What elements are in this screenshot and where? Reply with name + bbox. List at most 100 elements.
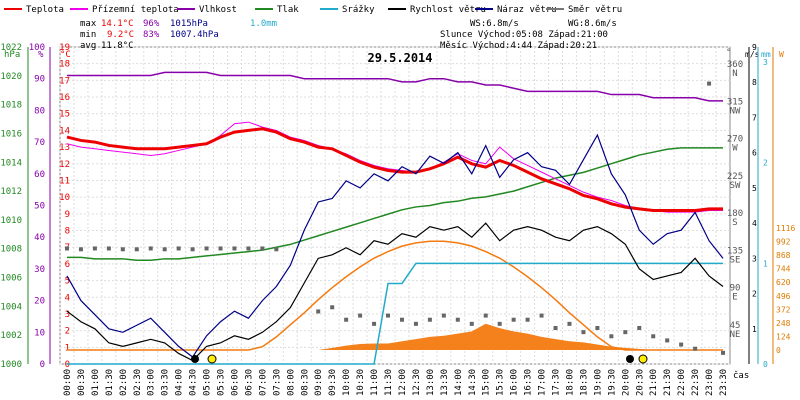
- dir-tick-name: S: [732, 218, 737, 228]
- hpa-tick-label: 1022: [0, 43, 22, 53]
- wind-dir-point: [246, 246, 251, 251]
- series-temp-line: [66, 127, 724, 213]
- legend-label: Vlhkost: [199, 5, 237, 15]
- hpa-tick-label: 1010: [0, 216, 22, 226]
- wind-dir-point: [427, 317, 432, 322]
- x-tick-label: 02:30: [133, 369, 143, 396]
- sunset-marker: [638, 354, 648, 364]
- dir-tick-label: 90: [730, 284, 741, 294]
- wind-dir-point: [441, 313, 446, 318]
- temp-tick-label: 14: [59, 126, 70, 136]
- ms-tick-label: 7: [752, 113, 757, 122]
- pct-tick-label: 50: [34, 202, 45, 212]
- temp-tick-label: 15: [59, 110, 70, 120]
- x-tick-label: 04:00: [175, 369, 185, 396]
- temp-tick-label: 11: [59, 176, 70, 186]
- legend-label: Teplota: [26, 5, 64, 15]
- series-pressure-line: [66, 147, 724, 262]
- dir-tick-name: SW: [730, 181, 741, 191]
- wind-dir-point: [595, 326, 600, 330]
- chart-title: 29.5.2014: [367, 51, 432, 65]
- info-sun: Slunce Východ:05:08 Západ:21:00: [440, 30, 608, 40]
- x-tick-label: 11:00: [370, 369, 380, 396]
- dir-tick-label: 360: [727, 60, 743, 70]
- stats-min-press: 1007.4hPa: [170, 30, 219, 40]
- pct-tick-label: 30: [34, 265, 45, 275]
- x-tick-label: 08:00: [286, 369, 296, 396]
- stats-max-press: 1015hPa: [170, 19, 208, 29]
- pct-tick-label: 100: [29, 43, 45, 53]
- temp-tick-label: 10: [59, 193, 70, 203]
- wind-dir-point: [469, 321, 474, 326]
- temp-tick-label: 9: [65, 210, 70, 220]
- wind-dir-point: [176, 246, 181, 251]
- wm2-tick-label: 124: [776, 332, 791, 341]
- wind-dir-point: [148, 246, 153, 251]
- ms-tick-label: 8: [752, 78, 757, 87]
- temp-tick-label: 3: [65, 310, 70, 320]
- wm2-tick-label: 248: [776, 319, 791, 328]
- x-tick-label: 07:30: [272, 369, 282, 396]
- wind-dir-point: [497, 321, 502, 326]
- hpa-tick-label: 1014: [0, 158, 22, 168]
- temp-tick-label: 6: [65, 260, 70, 270]
- hpa-tick-label: 1008: [0, 245, 22, 255]
- hpa-tick-label: 1006: [0, 274, 22, 284]
- wm2-tick-label: 1116: [776, 224, 795, 233]
- hpa-tick-label: 1000: [0, 360, 22, 370]
- x-tick-label: 13:30: [440, 369, 450, 396]
- info-moon: Měsíc Východ:4:44 Západ:20:21: [440, 41, 597, 51]
- stats-max-temp: 14.1°C: [101, 19, 134, 29]
- x-tick-label: 18:30: [579, 369, 589, 396]
- temp-tick-label: 18: [59, 60, 70, 70]
- ms-tick-label: 1: [752, 325, 757, 334]
- x-tick-label: 04:30: [189, 369, 199, 396]
- wind-dir-point: [134, 247, 139, 252]
- sunrise-marker: [207, 354, 217, 364]
- wind-dir-point: [260, 246, 265, 251]
- series-theory-line: [66, 240, 724, 351]
- x-tick-label: 21:00: [649, 369, 659, 396]
- temp-tick-label: 8: [65, 227, 70, 237]
- x-tick-label: 00:30: [77, 369, 87, 396]
- series-wind-line: [66, 222, 724, 362]
- temp-tick-label: 4: [65, 293, 70, 303]
- x-tick-label: 06:30: [244, 369, 254, 396]
- pct-tick-label: 80: [34, 106, 45, 116]
- x-tick-label: 05:30: [217, 369, 227, 396]
- x-tick-label: 01:30: [105, 369, 115, 396]
- x-tick-label: 22:00: [677, 369, 687, 396]
- wm2-tick-label: 992: [776, 238, 791, 247]
- x-tick-label: 10:00: [342, 369, 352, 396]
- temp-tick-label: 17: [59, 76, 70, 86]
- wind-dir-point: [78, 247, 83, 252]
- temp-tick-label: 5: [65, 277, 70, 287]
- mm-tick-label: 1: [763, 259, 768, 268]
- wind-dir-point: [372, 321, 377, 326]
- mm-tick-label: 3: [763, 58, 768, 67]
- x-tick-label: 01:00: [91, 369, 101, 396]
- wind-dir-point: [274, 247, 279, 252]
- hpa-tick-label: 1020: [0, 72, 22, 82]
- wind-dir-point: [665, 338, 670, 343]
- pct-tick-label: 90: [34, 75, 45, 85]
- temp-tick-label: 2: [65, 327, 70, 337]
- wind-dir-point: [539, 313, 544, 318]
- wm2-tick-label: 496: [776, 292, 791, 301]
- wind-dir-point: [567, 321, 572, 326]
- x-tick-label: 15:00: [482, 369, 492, 396]
- hpa-tick-label: 1016: [0, 129, 22, 139]
- wind-dir-point: [707, 81, 712, 86]
- temp-tick-label: 16: [59, 93, 70, 103]
- wind-dir-point: [64, 246, 69, 251]
- x-tick-label: 18:00: [565, 369, 575, 396]
- x-axis-label: čas: [733, 370, 749, 381]
- ms-tick-label: 2: [752, 290, 757, 299]
- legend-label: Přízemní teplota: [92, 5, 179, 15]
- wind-dir-point: [232, 246, 237, 251]
- x-tick-label: 14:30: [468, 369, 478, 396]
- wind-dir-point: [92, 246, 97, 251]
- legend-label: Směr větru: [568, 5, 622, 15]
- x-tick-label: 09:30: [328, 369, 338, 396]
- stats-min-temp: 9.2°C: [107, 30, 134, 40]
